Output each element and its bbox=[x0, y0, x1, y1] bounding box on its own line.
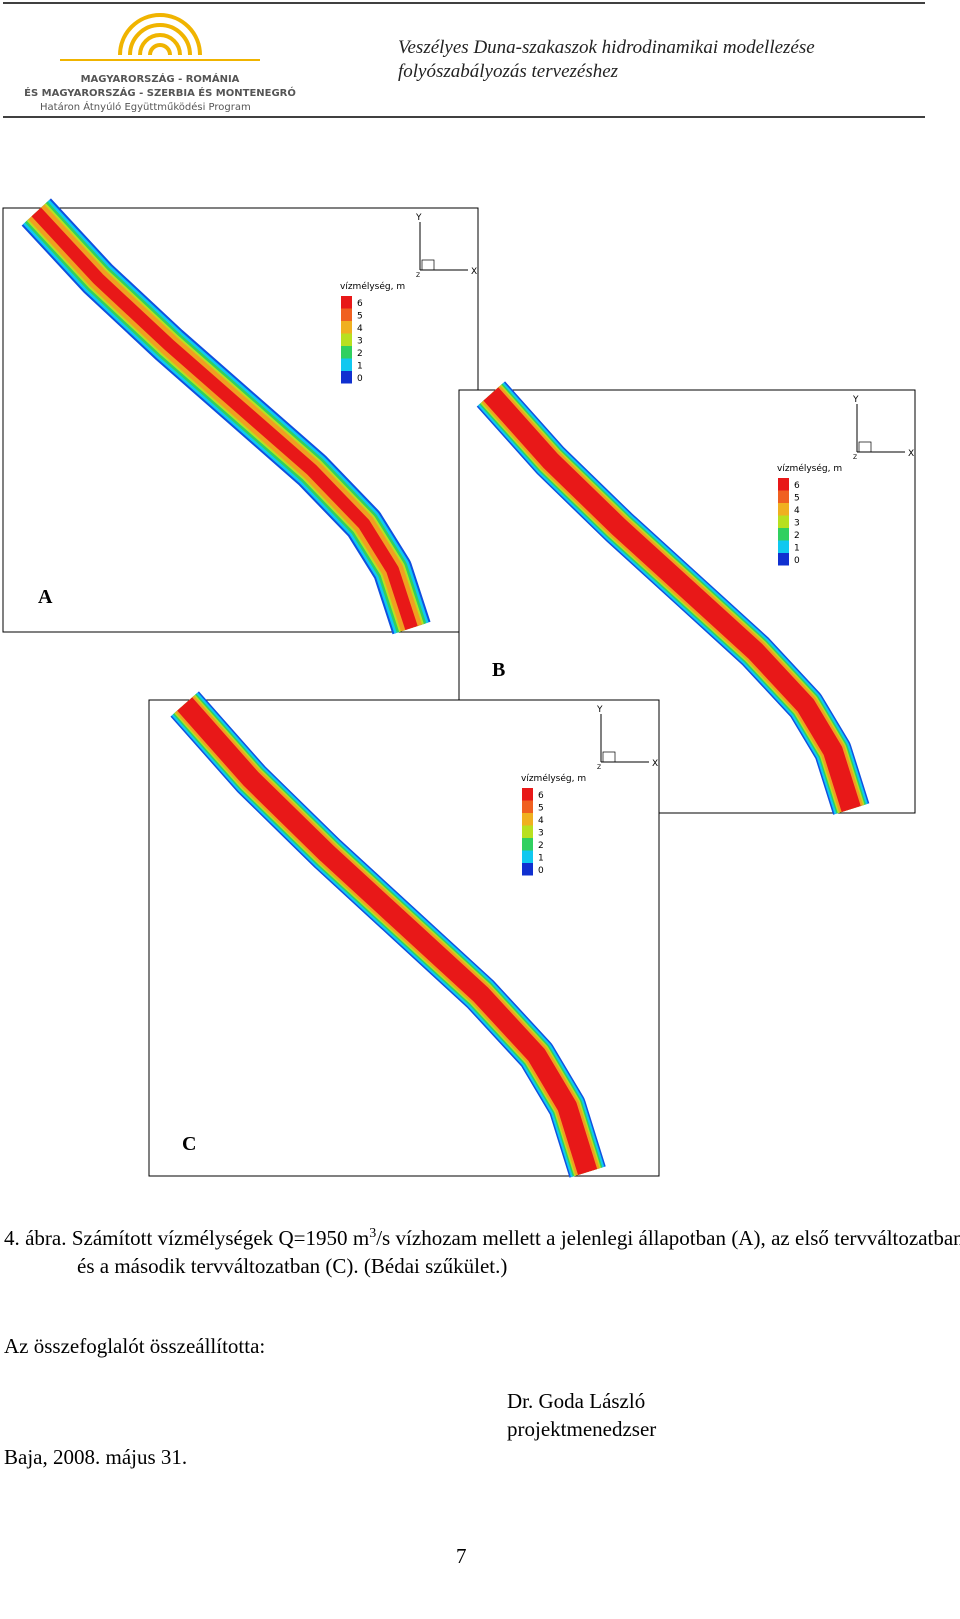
legend-level: 4 bbox=[794, 506, 800, 516]
legend-swatch bbox=[778, 528, 789, 541]
legend-swatch bbox=[778, 478, 789, 491]
axis-label: Z bbox=[416, 272, 420, 279]
caption-text: /s vízhozam mellett a jelenlegi állapotb… bbox=[77, 1226, 960, 1278]
legend-swatch bbox=[341, 308, 352, 321]
logo-line: MAGYARORSZÁG - ROMÁNIA bbox=[81, 72, 240, 85]
panel-label: A bbox=[38, 586, 53, 608]
legend-level: 0 bbox=[357, 374, 363, 384]
header-title: folyószabályozás tervezéshez bbox=[398, 61, 619, 82]
legend-swatch bbox=[778, 490, 789, 503]
legend-level: 2 bbox=[357, 349, 363, 359]
signature-name: Dr. Goda László bbox=[507, 1389, 646, 1413]
legend-swatch bbox=[778, 553, 789, 566]
legend-level: 3 bbox=[538, 829, 544, 839]
legend-level: 1 bbox=[357, 362, 363, 372]
legend-level: 5 bbox=[794, 494, 800, 504]
axis-label: X bbox=[908, 449, 914, 459]
legend-level: 1 bbox=[794, 544, 800, 554]
axis-box bbox=[421, 259, 435, 271]
axis-box bbox=[602, 751, 616, 763]
caption: 4. ábra. Számított vízmélységek Q=1950 m… bbox=[4, 1220, 960, 1280]
caption-text: Számított vízmélységek Q=1950 m bbox=[71, 1226, 370, 1250]
legend-level: 5 bbox=[357, 312, 363, 322]
legend-swatch bbox=[341, 296, 352, 309]
legend-level: 2 bbox=[538, 841, 544, 851]
legend-swatch bbox=[522, 825, 533, 838]
legend-title: vízmélység, m bbox=[340, 281, 405, 292]
legend-level: 4 bbox=[357, 324, 363, 334]
legend-swatch bbox=[522, 863, 533, 876]
legend-level: 0 bbox=[538, 866, 544, 876]
legend-swatch bbox=[522, 813, 533, 826]
legend-level: 2 bbox=[794, 531, 800, 541]
signature-intro: Az összefoglalót összeállította: bbox=[4, 1334, 266, 1358]
caption-number: 4. ábra. bbox=[4, 1226, 67, 1250]
legend-level: 0 bbox=[794, 556, 800, 566]
axis-label: X bbox=[652, 759, 658, 769]
header-title: Veszélyes Duna-szakaszok hidrodinamikai … bbox=[398, 37, 815, 58]
panel-label: B bbox=[492, 659, 505, 681]
logo-line: ÉS MAGYARORSZÁG - SZERBIA ÉS MONTENEGRÓ bbox=[24, 86, 296, 99]
caption-superscript: 3 bbox=[369, 1226, 377, 1241]
axis-box bbox=[858, 441, 872, 453]
axis-label: Y bbox=[852, 395, 859, 405]
legend-level: 3 bbox=[794, 519, 800, 529]
legend-level: 6 bbox=[794, 481, 800, 491]
legend-swatch bbox=[341, 321, 352, 334]
legend-level: 6 bbox=[538, 791, 544, 801]
axis-label: Z bbox=[597, 764, 601, 771]
axis-label: Y bbox=[596, 705, 603, 715]
legend-level: 3 bbox=[357, 337, 363, 347]
logo bbox=[60, 13, 260, 61]
legend-swatch bbox=[778, 515, 789, 528]
river-depth-band bbox=[177, 697, 598, 1175]
signature-role: projektmenedzser bbox=[507, 1417, 657, 1441]
river-depth-band bbox=[31, 207, 418, 631]
legend-swatch bbox=[522, 800, 533, 813]
legend-level: 1 bbox=[538, 854, 544, 864]
legend-level: 6 bbox=[357, 299, 363, 309]
axis-label: Y bbox=[415, 213, 422, 223]
page-number: 7 bbox=[456, 1544, 467, 1568]
legend-swatch bbox=[522, 850, 533, 863]
legend-swatch bbox=[341, 371, 352, 384]
panel-label: C bbox=[182, 1133, 196, 1155]
logo-line: Határon Átnyúló Együttműködési Program bbox=[40, 100, 251, 113]
legend-swatch bbox=[778, 540, 789, 553]
legend-level: 4 bbox=[538, 816, 544, 826]
legend-swatch bbox=[341, 346, 352, 359]
legend-title: vízmélység, m bbox=[521, 773, 586, 784]
axis-label: X bbox=[471, 267, 477, 277]
axis-label: Z bbox=[853, 454, 857, 461]
legend-swatch bbox=[522, 838, 533, 851]
legend-swatch bbox=[522, 788, 533, 801]
legend-swatch bbox=[341, 358, 352, 371]
legend-swatch bbox=[778, 503, 789, 516]
legend-swatch bbox=[341, 333, 352, 346]
legend-title: vízmélység, m bbox=[777, 463, 842, 474]
place-date: Baja, 2008. május 31. bbox=[4, 1445, 188, 1469]
river-depth-band bbox=[483, 387, 861, 813]
legend-level: 5 bbox=[538, 804, 544, 814]
